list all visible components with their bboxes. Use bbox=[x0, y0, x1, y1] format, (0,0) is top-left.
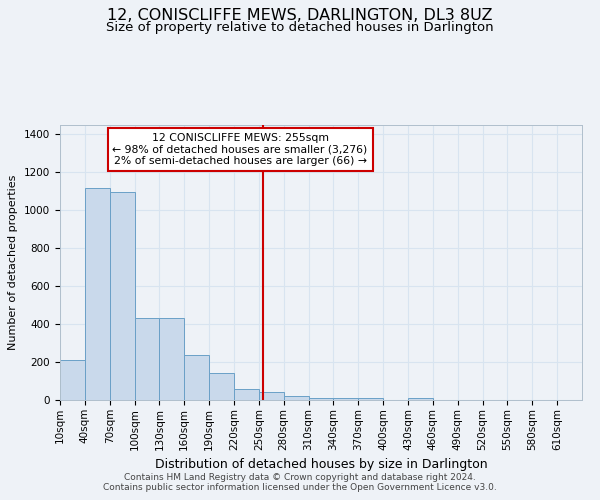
Text: Size of property relative to detached houses in Darlington: Size of property relative to detached ho… bbox=[106, 21, 494, 34]
Bar bbox=[110, 192, 134, 400]
Bar bbox=[234, 388, 259, 400]
Bar bbox=[85, 188, 110, 400]
Bar bbox=[334, 398, 358, 400]
Y-axis label: Number of detached properties: Number of detached properties bbox=[8, 175, 19, 350]
Text: 12 CONISCLIFFE MEWS: 255sqm
← 98% of detached houses are smaller (3,276)
2% of s: 12 CONISCLIFFE MEWS: 255sqm ← 98% of det… bbox=[112, 133, 368, 166]
Bar bbox=[308, 398, 334, 400]
Text: Contains HM Land Registry data © Crown copyright and database right 2024.
Contai: Contains HM Land Registry data © Crown c… bbox=[103, 473, 497, 492]
Bar bbox=[60, 360, 85, 400]
Bar bbox=[134, 318, 160, 400]
Bar bbox=[160, 318, 184, 400]
Bar bbox=[184, 356, 209, 400]
Bar bbox=[259, 392, 284, 400]
Text: 12, CONISCLIFFE MEWS, DARLINGTON, DL3 8UZ: 12, CONISCLIFFE MEWS, DARLINGTON, DL3 8U… bbox=[107, 8, 493, 22]
Bar bbox=[209, 374, 234, 400]
Bar bbox=[284, 396, 308, 400]
Bar bbox=[408, 398, 433, 400]
Bar bbox=[358, 398, 383, 400]
X-axis label: Distribution of detached houses by size in Darlington: Distribution of detached houses by size … bbox=[155, 458, 487, 471]
